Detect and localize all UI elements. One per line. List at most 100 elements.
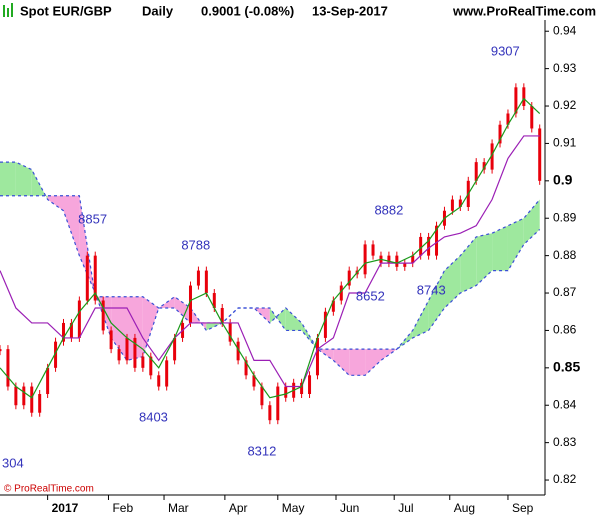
candle <box>300 382 304 395</box>
x-tick-label: Mar <box>168 501 189 515</box>
candle <box>69 322 73 338</box>
candle <box>538 128 542 181</box>
candle <box>117 349 121 361</box>
candle <box>395 255 399 267</box>
cloud <box>0 162 16 196</box>
candle <box>522 87 526 107</box>
candle <box>244 360 248 376</box>
x-tick-label: Jul <box>398 501 413 515</box>
y-tick-label: 0.82 <box>553 472 577 486</box>
annotation: 8882 <box>374 202 403 217</box>
candle <box>498 124 502 144</box>
candle <box>347 270 351 286</box>
candle <box>427 236 431 256</box>
candle <box>109 330 113 350</box>
kijun-line <box>0 135 540 388</box>
last-price: 0.9001 (-0.08%) <box>201 3 294 18</box>
candle <box>419 236 423 256</box>
cloud <box>444 255 461 308</box>
candle <box>260 386 264 406</box>
cloud <box>15 162 32 196</box>
candle <box>450 199 454 211</box>
annotation: 8743 <box>417 282 446 297</box>
candle <box>530 106 534 129</box>
candle <box>435 225 439 256</box>
y-tick-label: 0.92 <box>553 98 577 112</box>
candle <box>22 386 26 406</box>
candle <box>458 199 462 208</box>
cloud <box>126 296 143 361</box>
tenkan-line <box>0 97 541 399</box>
candle <box>339 285 343 301</box>
chart-title: Spot EUR/GBP <box>20 3 112 18</box>
candle <box>38 394 42 413</box>
candle <box>315 337 319 376</box>
cloud <box>333 349 350 376</box>
annotation: 8652 <box>356 288 385 303</box>
annotation: 8312 <box>247 444 276 459</box>
date: 13-Sep-2017 <box>312 3 388 18</box>
candle <box>30 386 34 413</box>
candle <box>61 322 65 342</box>
y-tick-label: 0.89 <box>553 210 577 224</box>
cloud <box>349 349 366 376</box>
y-tick-label: 0.87 <box>553 285 577 299</box>
cloud <box>31 169 48 200</box>
candle <box>220 307 224 323</box>
candle <box>252 375 256 387</box>
cloud <box>174 296 191 323</box>
annotation: 8857 <box>78 212 107 227</box>
x-tick-label: 2017 <box>52 501 79 515</box>
candle <box>0 349 2 352</box>
cloud <box>63 195 80 256</box>
y-tick-label: 0.83 <box>553 435 577 449</box>
candle <box>77 300 81 338</box>
annotation: 8788 <box>181 238 210 253</box>
y-tick-label: 0.91 <box>553 136 577 150</box>
candle <box>387 255 391 264</box>
candle <box>196 270 200 286</box>
candle <box>54 341 58 368</box>
x-tick-label: Apr <box>229 501 248 515</box>
cloud <box>507 218 524 271</box>
x-tick-label: Aug <box>454 501 475 515</box>
candle <box>93 255 97 301</box>
candle <box>101 300 105 331</box>
annotation: 9307 <box>491 43 520 58</box>
candle <box>482 162 486 170</box>
cloud <box>460 236 477 294</box>
candle <box>284 386 288 398</box>
candle <box>363 244 367 275</box>
candle <box>514 87 518 114</box>
candle <box>173 337 177 361</box>
candle <box>204 270 208 294</box>
candle <box>46 367 50 395</box>
x-tick-label: Feb <box>112 501 133 515</box>
cloud <box>269 307 286 331</box>
candle <box>506 113 510 125</box>
cloud <box>142 296 159 357</box>
candle <box>149 356 153 376</box>
site: www.ProRealTime.com <box>452 3 596 18</box>
candle <box>371 244 375 256</box>
candle <box>411 255 415 264</box>
candle <box>85 255 89 301</box>
y-tick-label: 0.86 <box>553 323 577 337</box>
x-tick-label: Jun <box>340 501 359 515</box>
y-tick-label: 0.84 <box>553 397 577 411</box>
y-tick-label: 0.93 <box>553 61 577 75</box>
candle <box>308 375 312 395</box>
x-tick-label: Sep <box>512 501 534 515</box>
candle <box>490 143 494 170</box>
candle <box>276 386 280 421</box>
annotation: 8403 <box>139 410 168 425</box>
candle <box>474 162 478 181</box>
span-b <box>0 195 541 350</box>
cloud <box>492 225 508 271</box>
cloud <box>428 270 445 331</box>
candle <box>331 300 335 312</box>
candle <box>133 337 137 368</box>
cloud <box>285 307 302 331</box>
cloud <box>412 300 429 338</box>
